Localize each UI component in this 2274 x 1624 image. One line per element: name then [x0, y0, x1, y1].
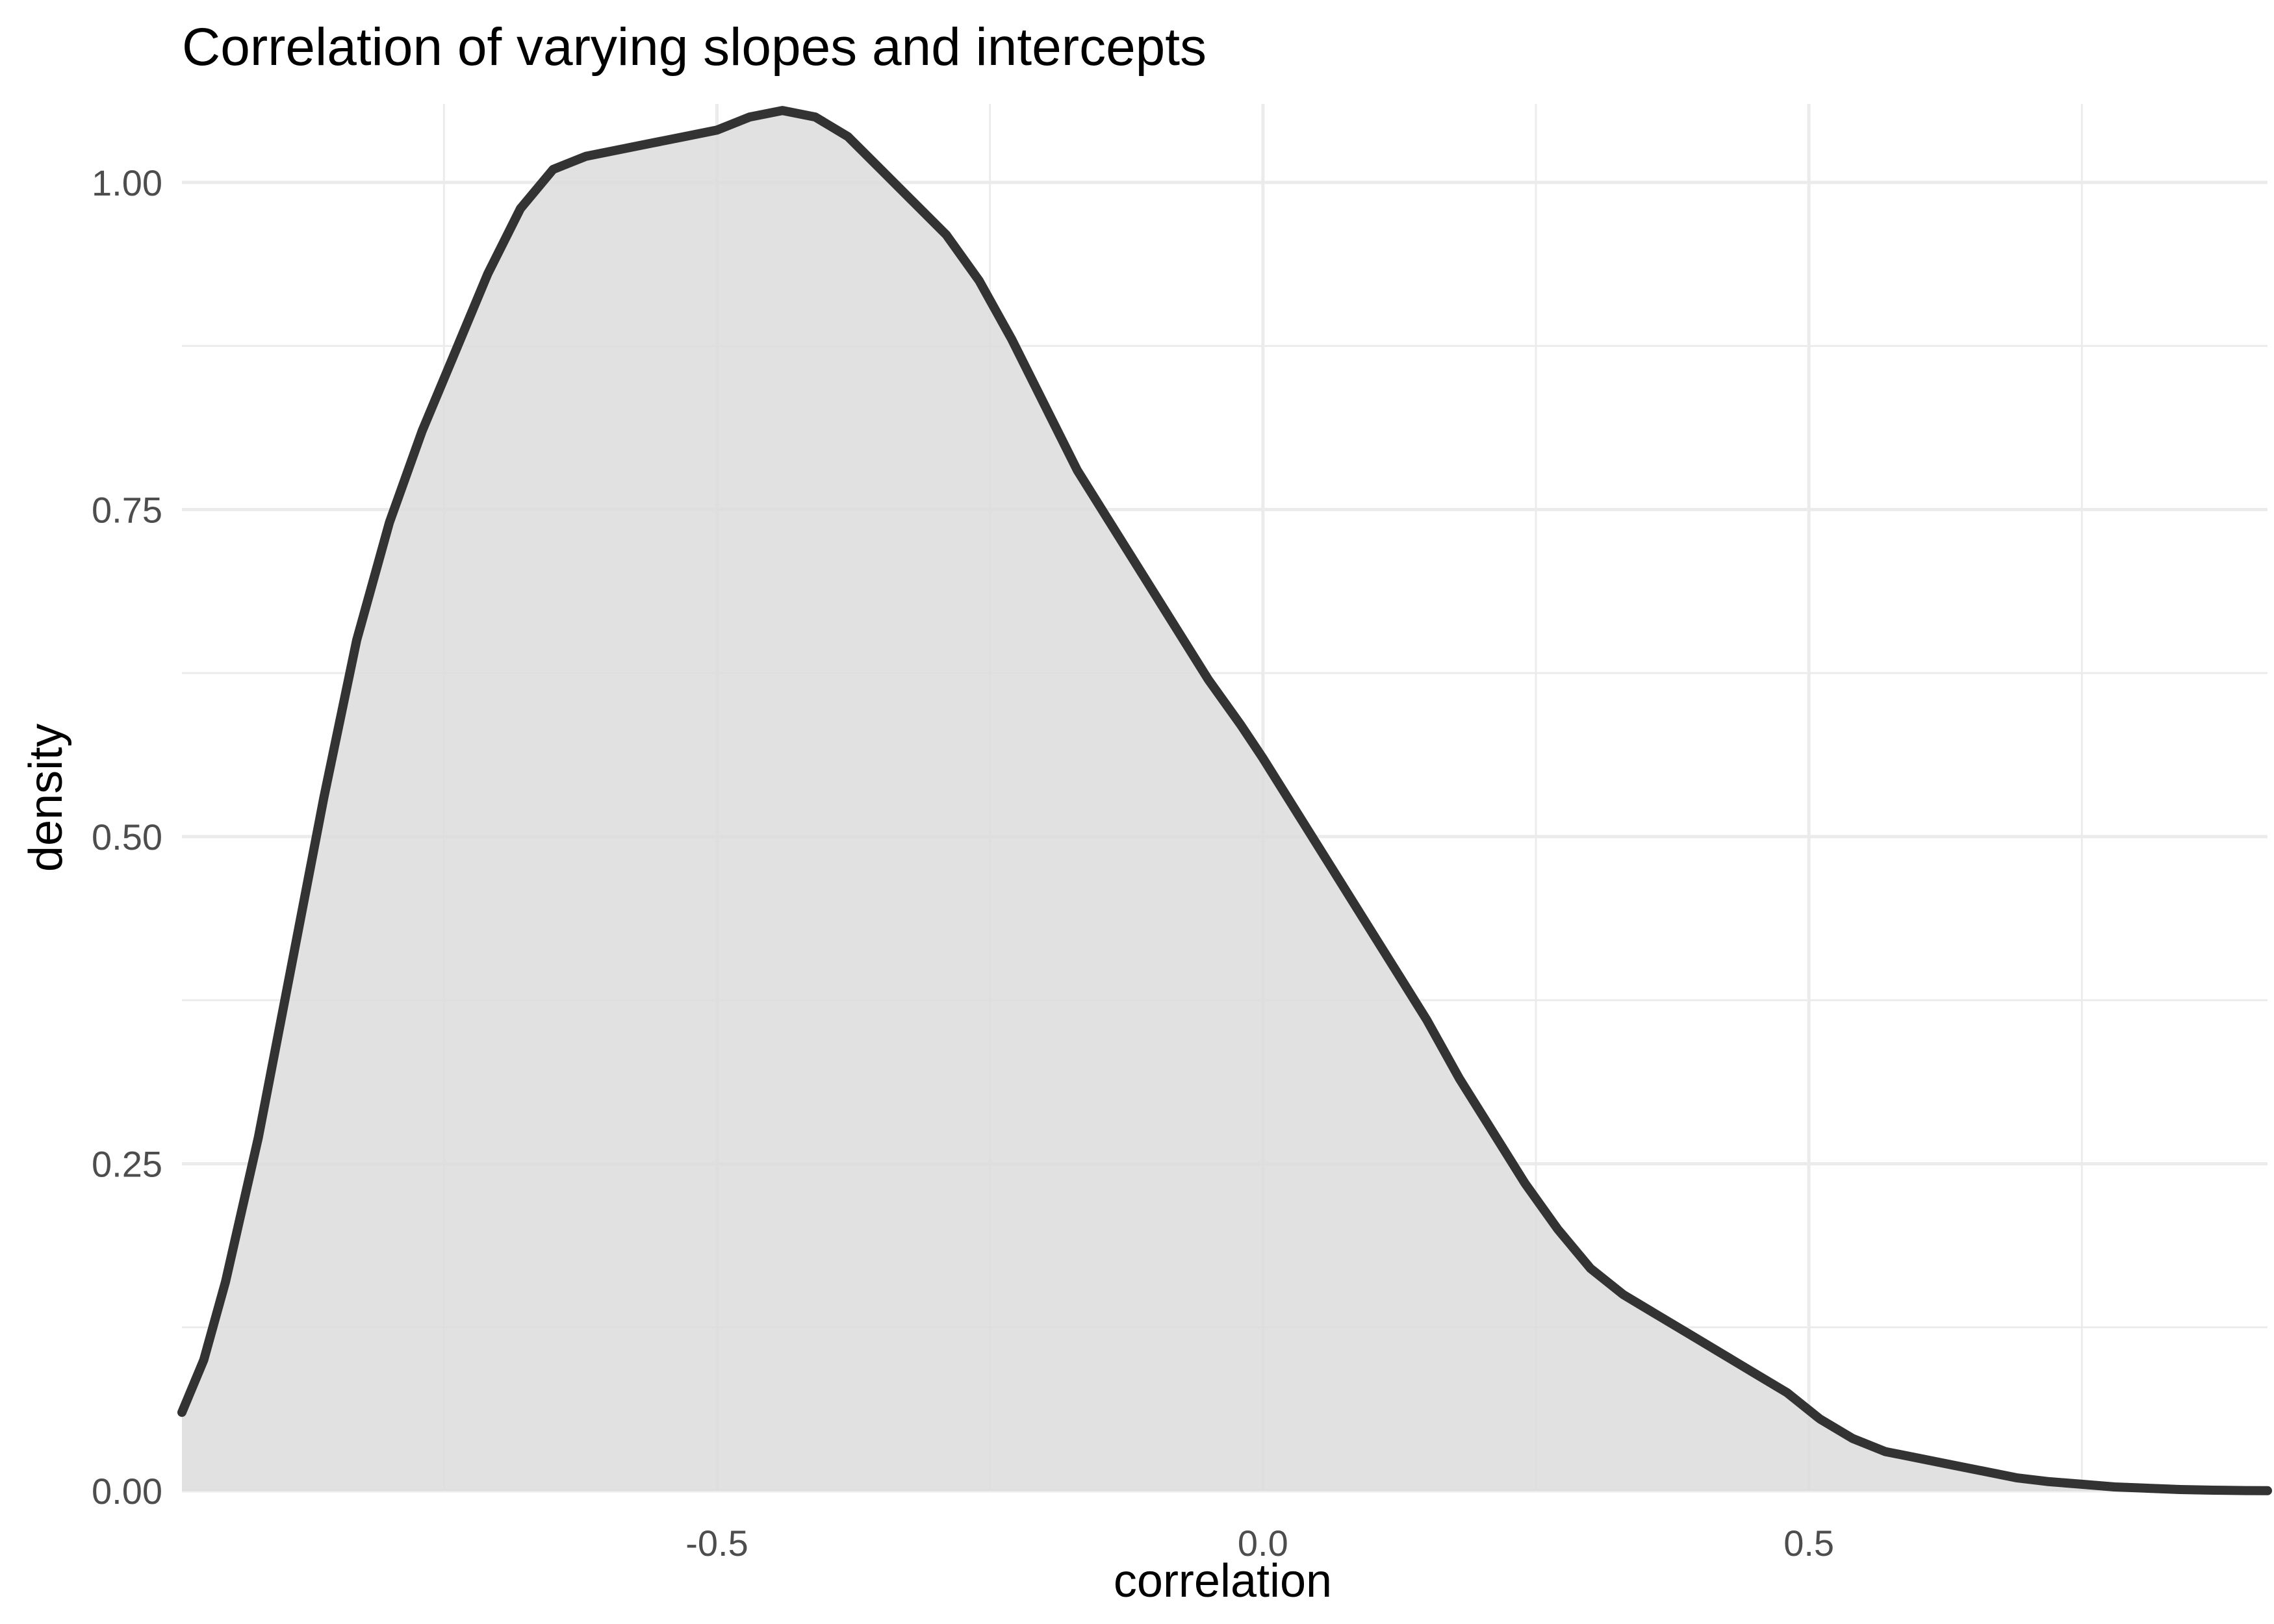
y-tick-label: 0.25: [92, 1143, 162, 1184]
y-tick-label: 0.00: [92, 1471, 162, 1512]
density-area: [182, 110, 2268, 1491]
density-line: [177, 106, 2272, 1495]
y-tick-label: 0.50: [92, 817, 162, 857]
axis-ticks: -0.5 0.0 0.5 0.00 0.25 0.50 0.75 1.00: [92, 162, 1834, 1564]
y-tick-label: 0.75: [92, 489, 162, 530]
y-axis-title: density: [20, 724, 72, 872]
x-tick-label: 0.0: [1238, 1523, 1288, 1564]
x-tick-label: -0.5: [685, 1523, 748, 1564]
plot-area: [177, 106, 2272, 1495]
y-tick-label: 1.00: [92, 162, 162, 203]
x-axis-title: correlation: [1114, 1555, 1332, 1607]
x-tick-label: 0.5: [1783, 1523, 1834, 1564]
chart-title: Correlation of varying slopes and interc…: [182, 18, 1207, 77]
